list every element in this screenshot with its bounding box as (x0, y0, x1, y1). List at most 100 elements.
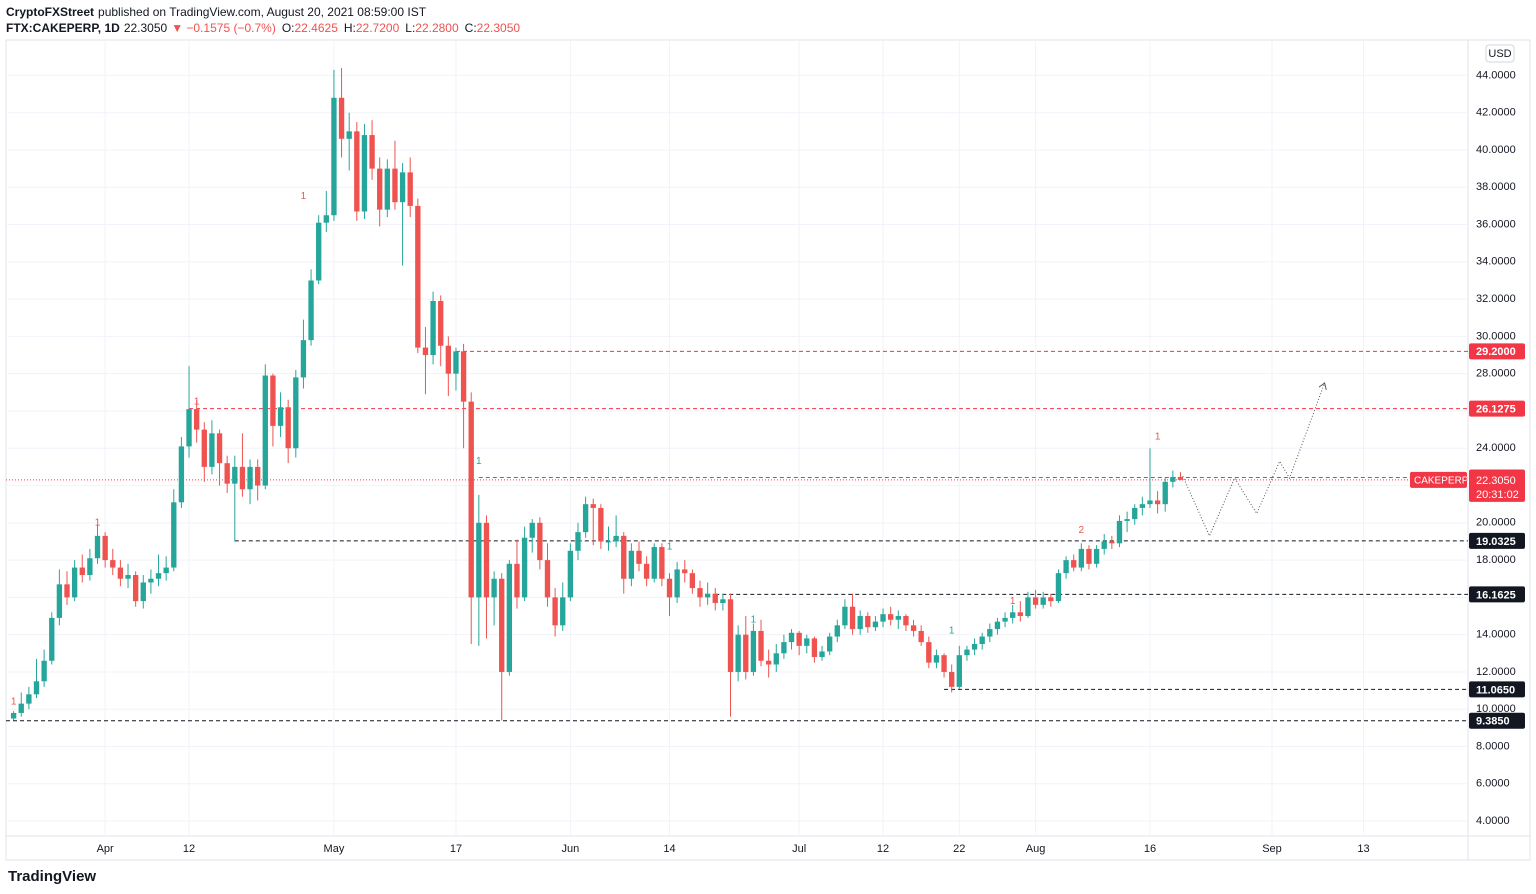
candle-body (140, 582, 146, 602)
candle-body (1002, 617, 1008, 622)
last-price-name-box (1410, 471, 1467, 488)
candle-body (1101, 541, 1107, 549)
candle-body (826, 636, 833, 652)
candle-body (499, 578, 505, 672)
candle-body (392, 168, 398, 203)
ohlc-key: L: (405, 21, 416, 35)
candle-body (247, 466, 253, 490)
currency-box (1485, 44, 1515, 63)
level-label: 19.0325 (1476, 536, 1516, 548)
candle-body (1139, 504, 1146, 508)
last-price-box (1469, 471, 1525, 502)
candle-body (26, 694, 32, 704)
candle-body (933, 655, 940, 663)
y-tick-label: 36.0000 (1476, 218, 1516, 230)
candle-body (979, 636, 985, 644)
candle-body (460, 351, 467, 402)
candle-body (888, 614, 894, 620)
candle-body (636, 550, 642, 564)
frame (5, 39, 1531, 861)
candle-body (277, 407, 284, 426)
y-tick-label: 18.0000 (1476, 554, 1516, 566)
candle-body (956, 655, 962, 687)
candle-body (773, 653, 779, 665)
annotation: 1 (476, 456, 482, 467)
currency: USD (1488, 48, 1511, 60)
annotation: 1 (667, 542, 673, 553)
candle-body (941, 655, 947, 672)
candle-body (567, 550, 574, 598)
ohlc-value: 22.4625 (294, 21, 338, 35)
candle-body (651, 547, 657, 579)
candle-body (666, 578, 673, 598)
candle-body (216, 433, 223, 464)
ohlc-value: 22.2800 (415, 21, 459, 35)
candle-body (323, 215, 329, 223)
candle-body (788, 632, 795, 643)
candle-body (186, 409, 192, 447)
candle-body (262, 375, 268, 486)
candle-body (743, 634, 749, 672)
ohlc-key: H: (343, 21, 356, 35)
candle-body (232, 466, 238, 484)
projection-path (1182, 383, 1325, 538)
x-tick-label: Aug (1026, 843, 1046, 855)
candle-body (765, 660, 772, 665)
y-tick-label: 38.0000 (1476, 181, 1516, 193)
candle-body (125, 575, 131, 579)
annotation: 1 (1155, 432, 1161, 443)
annotation: 1 (11, 696, 17, 707)
candle-body (880, 614, 886, 622)
y-tick-label: 20.0000 (1476, 517, 1516, 529)
candle-body (239, 466, 246, 490)
candle-body (674, 569, 680, 598)
candle-body (712, 593, 718, 603)
candle-body (1055, 573, 1062, 602)
last-price-label: 22.3050 (1476, 475, 1516, 487)
candle-body (384, 168, 390, 210)
candle-body (209, 433, 215, 467)
candle-body (1109, 541, 1115, 544)
candle-body (842, 606, 848, 626)
published: published on TradingView.com, August 20,… (98, 5, 427, 19)
candle-body (354, 131, 360, 212)
candle-body (994, 621, 1001, 630)
candle-body (857, 616, 863, 630)
level-label: 26.1275 (1476, 403, 1516, 415)
candle-body (316, 222, 322, 281)
candle-body (1010, 612, 1016, 618)
candle-body (659, 547, 665, 579)
candle-body (1093, 548, 1100, 564)
candle-body (1040, 597, 1046, 605)
ohlc-value: 22.3050 (476, 21, 521, 35)
candle-body (598, 507, 604, 542)
y-tick-label: 28.0000 (1476, 368, 1516, 380)
last: 22.3050 (123, 21, 168, 35)
candle-body (155, 573, 162, 579)
y-tick-label: 42.0000 (1476, 107, 1516, 119)
candle-body (720, 599, 726, 603)
x-tick-label: May (324, 843, 345, 855)
candle-body (918, 630, 924, 643)
candle-body (910, 625, 917, 631)
candle-body (1177, 476, 1184, 480)
y-tick-label: 14.0000 (1476, 629, 1516, 641)
candle-body (1048, 597, 1054, 602)
candle-body (10, 712, 17, 719)
candle-body (201, 429, 207, 467)
ohlc-value: 22.7200 (355, 21, 400, 35)
candle-body (613, 535, 619, 542)
candle-body (41, 660, 47, 682)
candle-body (483, 522, 490, 598)
candle-body (308, 280, 314, 341)
candle-body (468, 401, 474, 598)
candle-body (560, 597, 566, 626)
candle-body (102, 535, 108, 561)
header: CryptoFXStreet published on TradingView.c… (6, 4, 526, 36)
candle-body (94, 535, 101, 559)
candle-body (796, 632, 802, 646)
candle-body (148, 578, 154, 583)
candle-body (590, 504, 596, 508)
candle-body (521, 537, 528, 598)
candle-body (79, 567, 85, 576)
